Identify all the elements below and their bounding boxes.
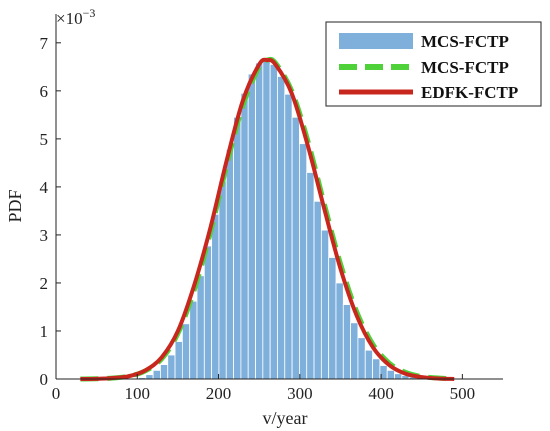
histogram-bar [328,257,337,380]
ticks: 0 100 200 300 400 500 0 1 2 3 4 5 6 7 [40,34,476,403]
histogram-bar [262,60,271,380]
histogram-bar [160,364,169,380]
histogram-bar [277,76,286,380]
x-tick-label: 300 [287,384,313,403]
histogram-bar [357,337,366,380]
histogram-bar [203,245,213,380]
x-tick-label: 400 [368,384,394,403]
histogram-bar [394,373,403,380]
legend-label-histogram: MCS-FCTP [421,32,509,51]
histogram-bar [145,374,154,380]
x-tick-label: 200 [206,384,232,403]
y-tick-label: 1 [40,322,49,341]
y-tick-label: 6 [40,82,49,101]
y-scale-factor: ×10−3 [56,6,95,28]
histogram-bar [211,213,220,380]
y-axis-label: PDF [5,189,25,222]
histogram-bar [225,149,234,380]
histogram-bar [386,369,395,380]
histogram-bar [313,200,322,380]
legend-swatch-histogram [339,33,413,49]
histogram-bar [291,116,300,380]
histogram-bar [189,300,198,380]
histogram-bars [138,60,439,380]
legend-label-mcs-line: MCS-FCTP [421,58,509,77]
histogram-bar [174,341,183,380]
histogram-bar [247,73,256,380]
histogram-bar [320,229,330,380]
x-tick-label: 500 [450,384,476,403]
histogram-bar [299,143,308,380]
histogram-bar [181,323,191,380]
histogram-bar [167,354,176,380]
pdf-curves [80,56,455,382]
legend: MCS-FCTP MCS-FCTP EDFK-FCTP [325,21,542,107]
x-axis-label: v/year [263,408,308,428]
histogram-bar [255,62,264,380]
histogram-bar [306,172,315,380]
y-tick-label: 2 [40,274,49,293]
histogram-bar [152,369,161,380]
y-tick-label: 3 [40,226,49,245]
series-line-edfk-fctp [80,57,455,381]
histogram-bar [218,180,227,380]
histogram-bar [350,322,359,380]
histogram-bar [372,358,381,380]
histogram-bar [284,93,293,380]
histogram-bar [335,282,344,380]
y-tick-label: 0 [40,370,49,389]
histogram-bar [342,304,352,380]
y-tick-label: 5 [40,130,49,149]
histogram-bar [269,64,278,380]
legend-label-edfk-line: EDFK-FCTP [421,83,518,102]
histogram-bar [364,349,373,380]
histogram-bar [196,275,205,380]
histogram-bar [233,116,242,380]
x-tick-label: 100 [125,384,151,403]
histogram-bar [240,92,249,380]
axes [55,14,503,380]
y-tick-label: 4 [40,178,49,197]
y-tick-label: 7 [40,34,49,53]
x-tick-label: 0 [52,384,61,403]
